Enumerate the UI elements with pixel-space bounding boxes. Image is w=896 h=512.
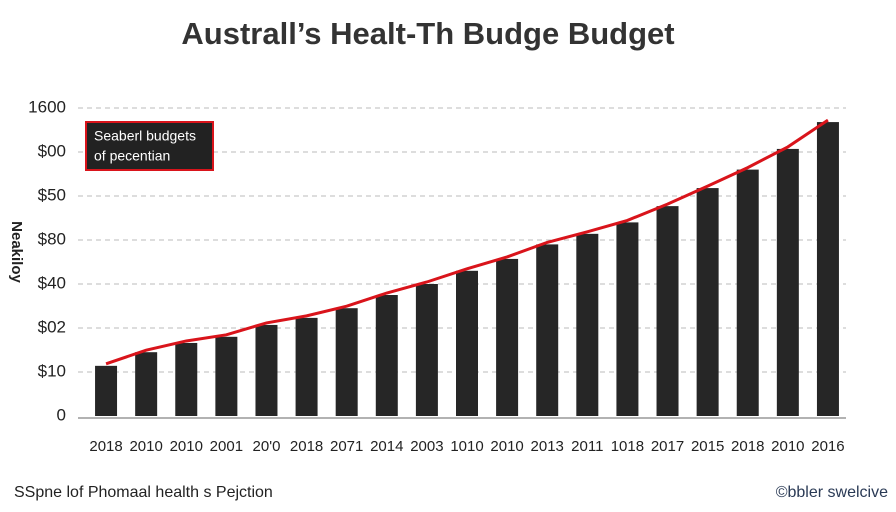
x-tick-label: 2015 [691, 438, 724, 455]
bar [255, 324, 278, 416]
bar [375, 295, 398, 416]
x-tick-label: 2010 [771, 438, 804, 455]
y-tick-label: $10 [38, 361, 66, 380]
bar [656, 206, 679, 416]
x-tick-label: 2018 [290, 438, 323, 455]
x-tick-label: 1018 [611, 438, 644, 455]
x-tick-label: 2017 [651, 438, 684, 455]
x-tick-label: 20'0 [253, 438, 281, 455]
trend-line [105, 118, 829, 366]
x-tick-label: 2018 [89, 438, 122, 455]
x-tick-label: 2010 [129, 438, 162, 455]
bar [175, 342, 198, 416]
x-tick-label: 2010 [490, 438, 523, 455]
y-tick-label: $02 [38, 317, 66, 336]
annotation-box [85, 121, 214, 171]
bar [295, 317, 318, 416]
x-tick-label: 2014 [370, 438, 403, 455]
annotation-text: Seaberl budgets [94, 128, 196, 144]
bar [736, 169, 759, 416]
x-tick-label: 1010 [450, 438, 483, 455]
bar [776, 148, 799, 417]
x-tick-label: 2011 [571, 438, 603, 455]
y-tick-label: $50 [38, 185, 66, 204]
bar [816, 122, 839, 416]
x-tick-label: 2018 [731, 438, 764, 455]
credit: ©bbler swelcive [776, 484, 888, 501]
bar [696, 188, 719, 416]
bar [415, 284, 438, 416]
bar [496, 258, 519, 416]
bar [135, 352, 158, 416]
x-tick-label: 2013 [531, 438, 564, 455]
x-tick-label: 2001 [210, 438, 243, 455]
annotation: Seaberl budgets of pecentian [85, 121, 214, 171]
x-tick-label: 2071 [330, 438, 363, 455]
bar [576, 233, 599, 416]
annotation-text: of pecentian [94, 148, 170, 164]
bar [215, 336, 238, 416]
bar [456, 270, 478, 416]
y-tick-label: 0 [57, 405, 66, 424]
y-tick-label: $80 [38, 229, 66, 248]
y-tick-label: $00 [38, 141, 66, 160]
x-tick-label: 2016 [811, 438, 844, 455]
y-tick-label: $40 [38, 273, 66, 292]
y-tick-label: 1600 [28, 97, 66, 116]
y-axis-label: Neakiloy [8, 221, 25, 283]
bar [616, 222, 639, 416]
source: SSpne lof Phomaal health s Pejction [14, 484, 273, 501]
bar [95, 365, 118, 416]
x-tick-label: 2003 [410, 438, 443, 455]
bar [536, 244, 559, 416]
bar [335, 308, 358, 416]
x-tick-label: 2010 [170, 438, 203, 455]
chart-title: Australl’s Healt-Th Budge Budget [181, 16, 674, 51]
